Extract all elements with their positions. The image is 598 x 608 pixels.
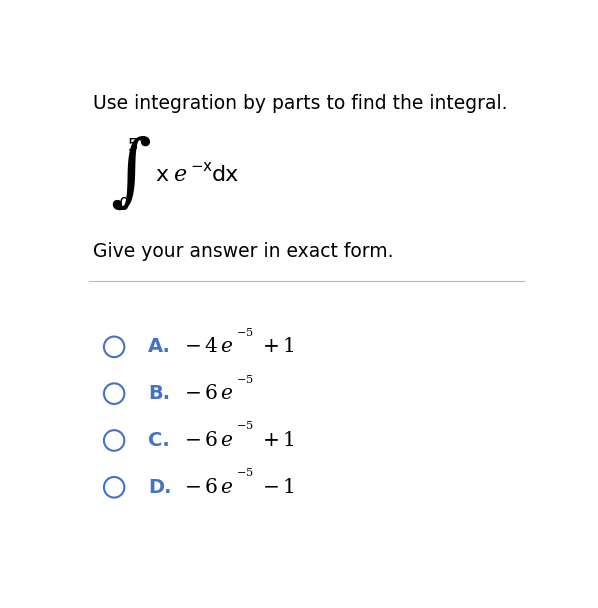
- Text: A.: A.: [148, 337, 171, 356]
- Text: $-\,4\,e$: $-\,4\,e$: [184, 337, 233, 356]
- Text: $-\,1$: $-\,1$: [263, 478, 294, 497]
- Text: $e$: $e$: [173, 165, 188, 185]
- Text: $\int$: $\int$: [109, 135, 151, 212]
- Text: D.: D.: [148, 478, 172, 497]
- Text: $-\,6\,e$: $-\,6\,e$: [184, 384, 233, 403]
- Text: Use integration by parts to find the integral.: Use integration by parts to find the int…: [93, 94, 508, 113]
- Text: $+\,1$: $+\,1$: [263, 337, 294, 356]
- Text: $-\,6\,e$: $-\,6\,e$: [184, 478, 233, 497]
- Text: $-$x: $-$x: [190, 159, 213, 174]
- Text: 5: 5: [128, 137, 139, 154]
- Text: $^{-5}$: $^{-5}$: [236, 469, 254, 485]
- Text: 0: 0: [119, 196, 129, 214]
- Text: $-\,6\,e$: $-\,6\,e$: [184, 431, 233, 450]
- Text: C.: C.: [148, 431, 170, 450]
- Text: $^{-5}$: $^{-5}$: [236, 329, 254, 344]
- Text: $^{-5}$: $^{-5}$: [236, 423, 254, 438]
- Text: x: x: [156, 165, 169, 185]
- Text: $+\,1$: $+\,1$: [263, 431, 294, 450]
- Text: dx: dx: [212, 165, 239, 185]
- Text: Give your answer in exact form.: Give your answer in exact form.: [93, 243, 394, 261]
- Text: B.: B.: [148, 384, 170, 403]
- Text: $^{-5}$: $^{-5}$: [236, 376, 254, 391]
